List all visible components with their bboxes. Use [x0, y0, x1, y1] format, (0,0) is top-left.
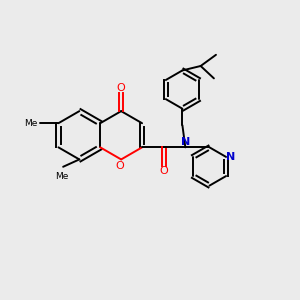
Text: Me: Me	[55, 172, 68, 181]
Text: O: O	[117, 83, 125, 93]
Text: Me: Me	[24, 119, 37, 128]
Text: N: N	[181, 137, 190, 147]
Text: O: O	[115, 161, 124, 171]
Text: O: O	[160, 166, 169, 176]
Text: N: N	[226, 152, 236, 162]
